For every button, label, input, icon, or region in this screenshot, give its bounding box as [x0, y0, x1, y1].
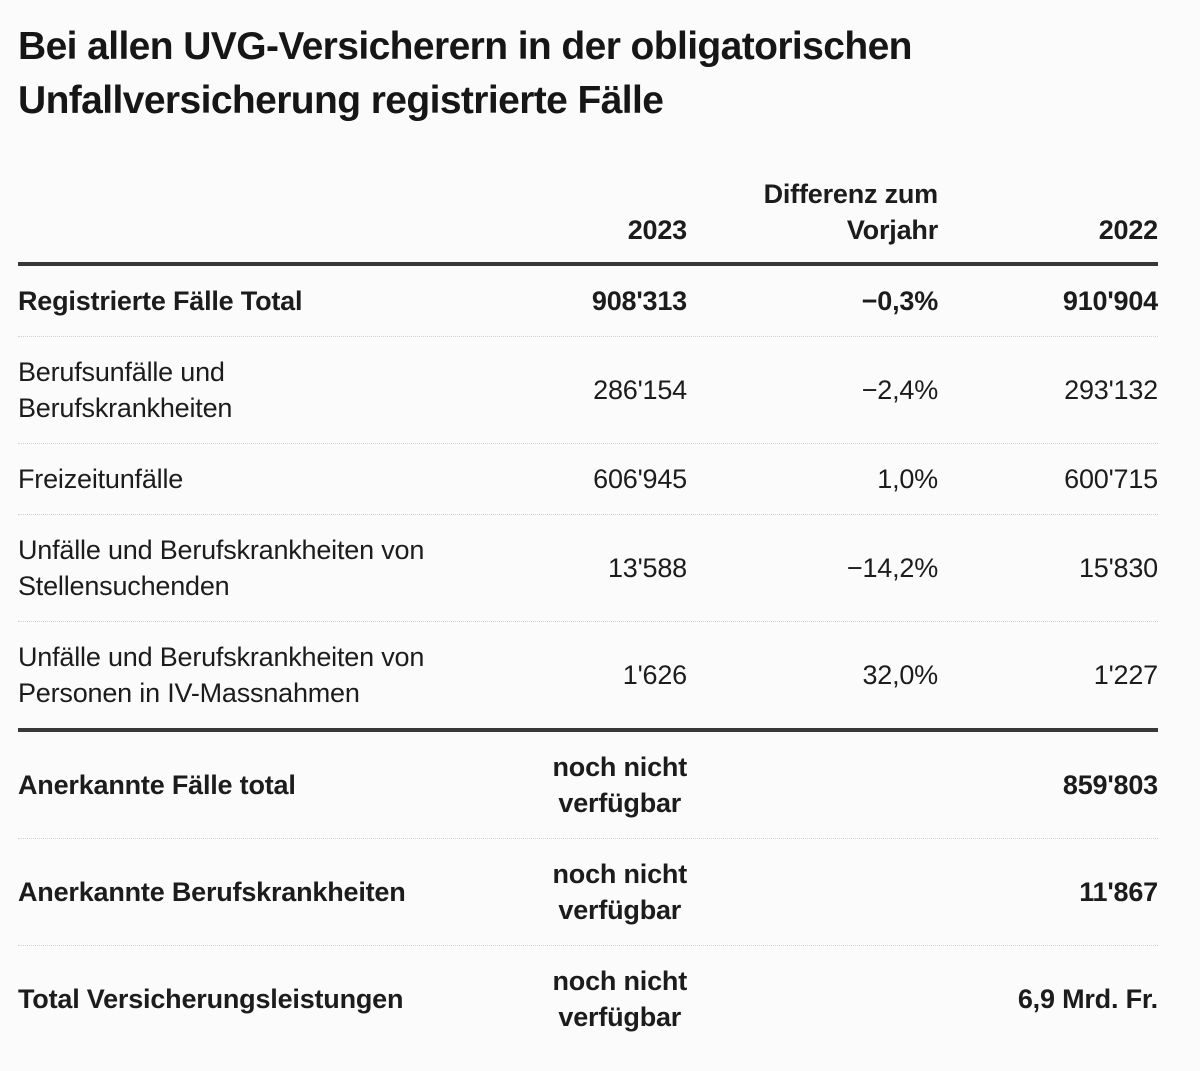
table-body: Registrierte Fälle Total 908'313 −0,3% 9… — [18, 266, 1158, 1052]
row-label: Berufsunfälle und Berufskrankheiten — [18, 357, 233, 423]
value-differenz-vorjahr: 32,0% — [862, 660, 938, 690]
row-label: Anerkannte Fälle total — [18, 770, 296, 800]
value-2023: 1'626 — [622, 660, 687, 690]
value-2023: noch nicht verfügbar — [552, 752, 688, 818]
row-label: Unfälle und Berufskrankheiten von Person… — [18, 642, 425, 708]
table-row: Anerkannte Berufskrankheiten noch nicht … — [18, 839, 1158, 946]
table-row: Total Versicherungsleistungen noch nicht… — [18, 946, 1158, 1052]
value-2022: 910'904 — [1062, 286, 1158, 316]
value-differenz-vorjahr: −0,3% — [861, 286, 939, 316]
value-differenz-vorjahr: −14,2% — [846, 553, 938, 583]
value-2023: 286'154 — [593, 375, 687, 405]
value-2022: 293'132 — [1064, 375, 1158, 405]
table-row: Unfälle und Berufskrankheiten von Person… — [18, 622, 1158, 732]
value-2022: 6,9 Mrd. Fr. — [1017, 984, 1158, 1014]
cases-table: 2023 Differenz zum Vorjahr 2022 Registri… — [18, 128, 1158, 1052]
column-header-2023: 2023 — [627, 215, 687, 245]
value-2023: 606'945 — [593, 464, 687, 494]
row-label: Registrierte Fälle Total — [18, 286, 303, 316]
table-row: Freizeitunfälle 606'945 1,0% 600'715 — [18, 444, 1158, 515]
value-differenz-vorjahr: −2,4% — [861, 375, 939, 405]
column-header-differenz-vorjahr: Differenz zum Vorjahr — [763, 179, 939, 245]
table-row: Registrierte Fälle Total 908'313 −0,3% 9… — [18, 266, 1158, 337]
table-row: Berufsunfälle und Berufskrankheiten 286'… — [18, 337, 1158, 444]
row-label: Unfälle und Berufskrankheiten von Stelle… — [18, 535, 425, 601]
value-2023: noch nicht verfügbar — [552, 966, 688, 1032]
value-2022: 1'227 — [1093, 660, 1158, 690]
column-header-2022: 2022 — [1098, 215, 1158, 245]
value-2023: 13'588 — [607, 553, 687, 583]
table-header-row: 2023 Differenz zum Vorjahr 2022 — [18, 128, 1158, 266]
value-2022: 15'830 — [1078, 553, 1158, 583]
value-2023: 908'313 — [591, 286, 687, 316]
value-2022: 11'867 — [1079, 877, 1158, 907]
row-label: Freizeitunfälle — [18, 464, 184, 494]
row-label: Total Versicherungsleistungen — [18, 984, 404, 1014]
value-2022: 859'803 — [1062, 770, 1158, 800]
value-differenz-vorjahr: 1,0% — [877, 464, 938, 494]
table-row: Unfälle und Berufskrankheiten von Stelle… — [18, 515, 1158, 622]
value-2022: 600'715 — [1064, 464, 1158, 494]
page-title: Bei allen UVG-Versicherern in der obliga… — [18, 25, 912, 122]
page: Bei allen UVG-Versicherern in der obliga… — [18, 20, 1158, 1052]
value-2023: noch nicht verfügbar — [552, 859, 688, 925]
row-label: Anerkannte Berufskrankheiten — [18, 877, 406, 907]
table-row: Anerkannte Fälle total noch nicht verfüg… — [18, 732, 1158, 839]
